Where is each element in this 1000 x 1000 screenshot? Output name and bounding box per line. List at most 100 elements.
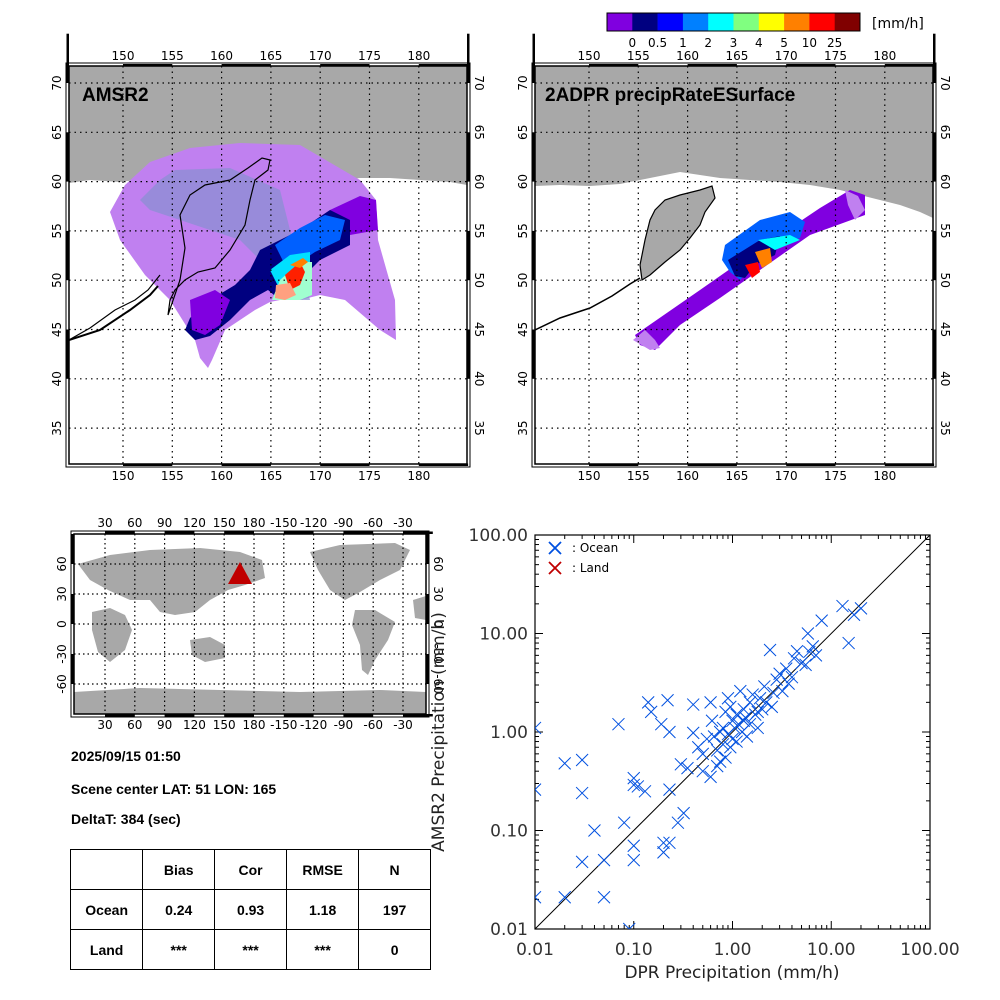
scatter-point-ocean	[558, 757, 572, 770]
frame-bar	[589, 64, 639, 67]
scatter-point-ocean	[746, 688, 760, 701]
lon-tick-label-top: 150	[213, 516, 236, 530]
y-axis-label: AMSR2 Precipitation (mm/h)	[429, 612, 449, 852]
scatter-legend: : Ocean: Land	[548, 541, 618, 575]
lat-tick-label-left: 60	[516, 174, 530, 189]
frame-bar	[105, 531, 135, 534]
scatter-point-ocean	[753, 691, 767, 705]
frame-bar	[283, 531, 314, 534]
frame-bar	[164, 714, 195, 717]
precip-blue	[275, 215, 345, 265]
scatter-point-ocean	[575, 753, 589, 767]
table-cell: Land	[69, 929, 144, 970]
lon-tick-label-top: 160	[676, 49, 699, 63]
scatter-point-ocean	[627, 771, 641, 785]
frame-bar	[532, 33, 535, 83]
lon-tick-label-top: 180	[243, 516, 266, 530]
scatter-point-ocean	[719, 751, 732, 764]
legend-marker-icon	[548, 561, 562, 575]
lon-tick-label-top: 180	[407, 49, 430, 63]
lon-tick-label-bottom: 150	[213, 718, 236, 732]
map-amsr2: AMSR2 1501501551551601601651651701701751…	[50, 33, 486, 483]
lat-tick-label-left: 40	[516, 371, 530, 386]
lon-tick-label-bottom: 170	[309, 469, 332, 483]
header-cell: Cor	[214, 849, 288, 890]
scatter-point-ocean	[612, 717, 625, 731]
lon-tick-label-bottom: 160	[210, 469, 233, 483]
frame-bar	[933, 329, 936, 379]
scatter-point-ocean	[740, 730, 754, 743]
scatter-point-ocean	[802, 645, 816, 659]
lon-tick-label-bottom: 155	[627, 469, 650, 483]
scatter-plot: 0.01 0.10 1.00 10.00 100.00 0.01 0.10 1.00 10.00…	[429, 526, 960, 983]
colorbar-tick-label: 25	[827, 36, 842, 50]
scatter-point-ocean	[705, 714, 719, 728]
lat-tick-label-right: 70	[938, 75, 952, 90]
table-cell: ***	[286, 929, 360, 970]
scatter-point-ocean	[588, 824, 601, 837]
world-grid	[74, 534, 426, 714]
frame-bar	[403, 714, 433, 717]
frame-bar	[164, 531, 195, 534]
colorbar-tick-label: 1	[679, 36, 687, 50]
scatter-point-ocean	[795, 656, 808, 670]
lat-tick-label-right: 35	[938, 420, 952, 435]
frame-bar	[467, 33, 470, 83]
header-cell	[69, 849, 144, 890]
lat-tick-label-left: 30	[55, 586, 69, 601]
table-cell: 1.18	[286, 889, 360, 930]
scatter-point-ocean	[704, 695, 717, 709]
y-tick-label: 1.00	[490, 723, 528, 743]
lat-tick-label-right: -60	[431, 674, 445, 694]
map-grid	[535, 66, 933, 464]
scatter-point-ocean	[535, 890, 542, 904]
map-grid	[69, 66, 467, 464]
scatter-point-ocean	[663, 836, 676, 850]
colorbar-swatch	[834, 13, 861, 31]
lon-tick-label-top: 170	[775, 49, 798, 63]
lat-tick-label-left: 35	[516, 420, 530, 435]
colorbar-tick-label: 3	[730, 36, 738, 50]
frame-bar	[66, 132, 69, 182]
scatter-point-ocean	[627, 778, 641, 792]
y-tick-label: 100.00	[469, 526, 528, 546]
scatter-points	[535, 599, 868, 929]
frame-bar	[786, 64, 836, 67]
scatter-point-ocean	[739, 711, 752, 724]
lat-tick-label-right: 55	[472, 223, 486, 238]
colorbar-swatch	[758, 13, 785, 31]
legend-label: : Land	[572, 561, 609, 575]
lat-tick-label-left: 45	[50, 322, 64, 337]
lat-tick-label-left: -30	[55, 644, 69, 664]
precip-salmon	[275, 283, 296, 300]
table-row: Land *** *** *** 0	[69, 929, 431, 970]
scatter-point-ocean	[790, 644, 804, 658]
scatter-point-ocean	[622, 922, 636, 929]
scatter-point-ocean	[674, 757, 688, 771]
precip-dark-blue	[728, 236, 780, 278]
frame-bar	[933, 132, 936, 182]
scatter-point-ocean	[644, 705, 658, 719]
scatter-point-ocean	[737, 714, 751, 728]
lat-tick-label-right: 40	[472, 371, 486, 386]
lon-tick-label-top: -30	[393, 516, 413, 530]
scatter-point-ocean	[763, 643, 777, 657]
x-tick-label: 0.10	[615, 940, 653, 960]
scatter-point-ocean	[806, 640, 820, 653]
lon-tick-label-top: 170	[309, 49, 332, 63]
scatter-point-ocean	[663, 783, 676, 796]
y-tick-label: 0.01	[490, 920, 528, 940]
colorbar-tick-label: 2	[704, 36, 712, 50]
lat-tick-label-left: -60	[55, 674, 69, 694]
legend-marker-icon	[548, 541, 562, 555]
precip-light	[845, 190, 865, 220]
scatter-point-ocean	[575, 786, 589, 800]
scatter-point-ocean	[631, 780, 645, 793]
lat-tick-label-right: 50	[938, 273, 952, 288]
frame-bar	[884, 64, 935, 67]
scatter-point-ocean	[535, 721, 542, 735]
scatter-point-ocean	[686, 726, 700, 740]
scatter-point-ocean	[787, 651, 801, 665]
land-antarctica	[74, 688, 426, 714]
lat-tick-label-right: 0	[431, 620, 445, 628]
